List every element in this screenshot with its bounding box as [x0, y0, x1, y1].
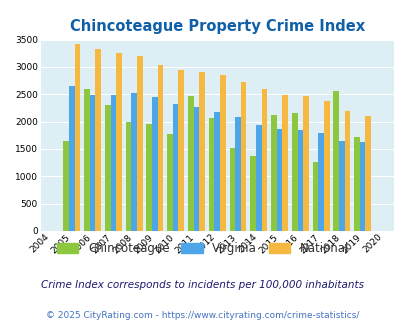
Bar	[271, 115, 276, 231]
Bar	[344, 111, 350, 231]
Bar	[126, 122, 131, 231]
Bar	[255, 125, 261, 231]
Bar	[136, 56, 142, 231]
Bar	[333, 91, 338, 231]
Bar	[240, 82, 246, 231]
Text: © 2025 CityRating.com - https://www.cityrating.com/crime-statistics/: © 2025 CityRating.com - https://www.city…	[46, 311, 359, 320]
Bar	[157, 65, 163, 231]
Bar	[110, 95, 116, 231]
Bar	[303, 96, 308, 231]
Bar	[323, 101, 329, 231]
Bar	[276, 129, 281, 231]
Bar	[208, 118, 214, 231]
Bar	[75, 44, 80, 231]
Bar	[178, 70, 183, 231]
Bar	[234, 117, 240, 231]
Bar	[104, 105, 110, 231]
Bar	[220, 75, 225, 231]
Bar	[214, 112, 220, 231]
Bar	[338, 141, 344, 231]
Bar	[69, 86, 75, 231]
Bar	[95, 49, 101, 231]
Bar	[261, 89, 266, 231]
Bar	[90, 95, 95, 231]
Bar	[312, 162, 318, 231]
Bar	[354, 138, 359, 231]
Bar	[318, 133, 323, 231]
Bar	[199, 72, 205, 231]
Bar	[193, 107, 199, 231]
Bar	[173, 104, 178, 231]
Bar	[131, 93, 136, 231]
Bar	[152, 97, 157, 231]
Bar	[297, 130, 303, 231]
Bar	[359, 142, 364, 231]
Bar	[116, 53, 121, 231]
Bar	[250, 155, 255, 231]
Bar	[291, 113, 297, 231]
Legend: Chincoteague, Virginia, National: Chincoteague, Virginia, National	[57, 242, 348, 255]
Title: Chincoteague Property Crime Index: Chincoteague Property Crime Index	[70, 19, 364, 34]
Bar	[281, 95, 287, 231]
Bar	[229, 148, 234, 231]
Bar	[84, 89, 90, 231]
Bar	[167, 134, 173, 231]
Bar	[63, 141, 69, 231]
Bar	[364, 115, 370, 231]
Bar	[146, 124, 152, 231]
Text: Crime Index corresponds to incidents per 100,000 inhabitants: Crime Index corresponds to incidents per…	[41, 280, 364, 290]
Bar	[188, 96, 193, 231]
